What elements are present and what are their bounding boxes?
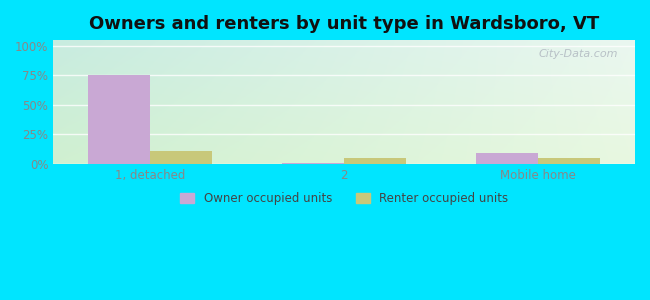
Legend: Owner occupied units, Renter occupied units: Owner occupied units, Renter occupied un…	[176, 188, 513, 210]
Bar	[538, 158, 600, 164]
Bar	[88, 76, 150, 164]
Bar	[282, 163, 344, 164]
Bar	[476, 153, 538, 164]
Bar	[150, 151, 213, 164]
Bar	[344, 158, 406, 164]
Text: City-Data.com: City-Data.com	[538, 49, 617, 59]
Title: Owners and renters by unit type in Wardsboro, VT: Owners and renters by unit type in Wards…	[89, 15, 599, 33]
